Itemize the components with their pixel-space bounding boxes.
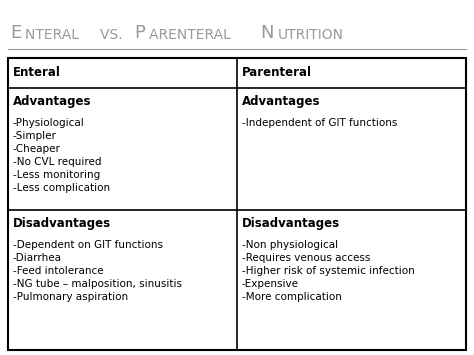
Text: -Dependent on GIT functions: -Dependent on GIT functions — [13, 240, 163, 250]
Text: N: N — [260, 24, 273, 42]
Text: -Expensive: -Expensive — [242, 279, 299, 289]
Text: UTRITION: UTRITION — [277, 28, 344, 42]
Text: -Feed intolerance: -Feed intolerance — [13, 266, 104, 276]
Text: ARENTERAL: ARENTERAL — [149, 28, 235, 42]
Text: -No CVL required: -No CVL required — [13, 157, 101, 167]
Text: VS.: VS. — [100, 28, 127, 42]
Text: P: P — [135, 24, 146, 42]
Text: -Diarrhea: -Diarrhea — [13, 253, 62, 263]
Text: Parenteral: Parenteral — [242, 66, 312, 80]
Text: -Less complication: -Less complication — [13, 183, 110, 193]
Text: -NG tube – malposition, sinusitis: -NG tube – malposition, sinusitis — [13, 279, 182, 289]
Text: -Less monitoring: -Less monitoring — [13, 170, 100, 180]
Text: -Cheaper: -Cheaper — [13, 144, 61, 154]
Text: -Higher risk of systemic infection: -Higher risk of systemic infection — [242, 266, 415, 276]
Text: Disadvantages: Disadvantages — [13, 217, 111, 229]
Text: -Requires venous access: -Requires venous access — [242, 253, 370, 263]
Text: Enteral: Enteral — [13, 66, 61, 80]
Text: NTERAL: NTERAL — [25, 28, 83, 42]
Text: Disadvantages: Disadvantages — [242, 217, 340, 229]
Text: -Physiological: -Physiological — [13, 118, 85, 128]
Text: Advantages: Advantages — [242, 94, 320, 108]
Text: -Non physiological: -Non physiological — [242, 240, 338, 250]
Text: -Independent of GIT functions: -Independent of GIT functions — [242, 118, 397, 128]
Text: -Pulmonary aspiration: -Pulmonary aspiration — [13, 292, 128, 302]
Text: Advantages: Advantages — [13, 94, 91, 108]
Text: -Simpler: -Simpler — [13, 131, 57, 141]
Text: E: E — [10, 24, 21, 42]
Text: -More complication: -More complication — [242, 292, 342, 302]
